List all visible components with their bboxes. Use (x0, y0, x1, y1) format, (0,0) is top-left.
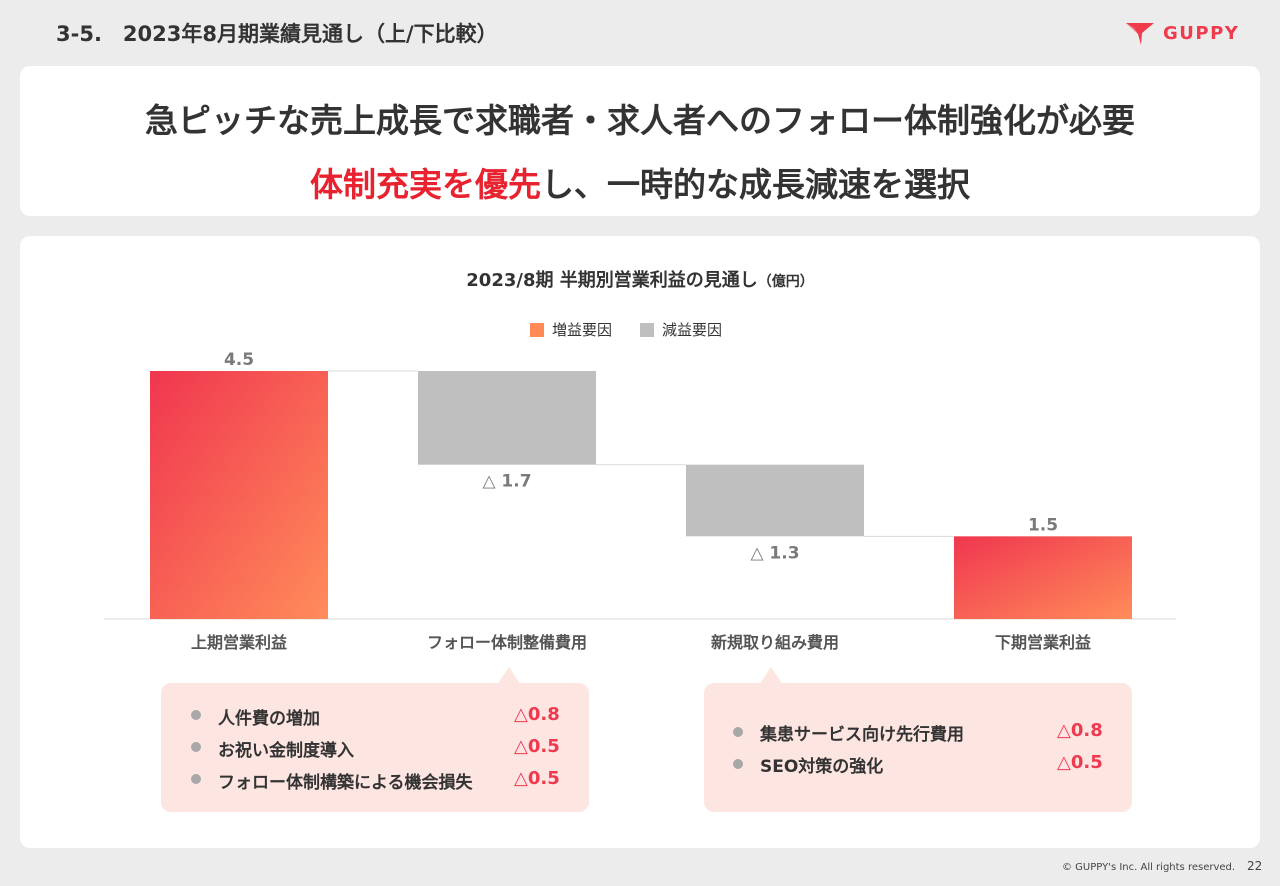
category-label: フォロー体制整備費用 (427, 633, 587, 652)
callout-pointer-2 (759, 667, 783, 685)
data-label: △ 1.3 (750, 543, 799, 563)
logo-text: GUPPY (1163, 22, 1240, 44)
callout-item-value: △0.5 (1057, 752, 1103, 773)
legend-swatch-decrease (640, 322, 655, 337)
headline-line-2: 体制充実を優先し、一時的な成長減速を選択 (20, 158, 1260, 206)
bullet-dot (733, 759, 743, 769)
chart-legend: 増益要因 減益要因 (530, 319, 722, 340)
callout-item-label: SEO対策の強化 (760, 757, 884, 777)
headline-card: 急ピッチな売上成長で求職者・求人者へのフォロー体制強化が必要 体制充実を優先し、… (20, 66, 1260, 216)
callout-follow-costs (161, 683, 589, 812)
legend-label-increase: 増益要因 (552, 321, 613, 339)
data-label: 4.5 (224, 350, 254, 370)
footer-copyright: © GUPPY's Inc. All rights reserved. (1062, 862, 1236, 873)
bar-decrease (686, 464, 864, 537)
callout-item-value: △0.8 (514, 704, 560, 725)
headline-line-2-rest: し、一時的な成長減速を選択 (541, 165, 970, 204)
chart-title: 2023/8期 半期別営業利益の見通し（億円） (0, 266, 1280, 292)
bar-total (150, 371, 328, 619)
callout-item-label: フォロー体制構築による機会損失 (218, 773, 473, 793)
callout-item-label: 集患サービス向け先行費用 (760, 725, 964, 745)
page-number: 22 (1247, 859, 1263, 873)
callout-item-value: △0.5 (514, 736, 560, 757)
category-label: 下期営業利益 (995, 633, 1091, 652)
callout-pointer-1 (497, 667, 521, 685)
section-title: 3-5. 2023年8月期業績見通し（上/下比較） (56, 22, 498, 46)
legend-label-decrease: 減益要因 (662, 321, 723, 339)
guppy-logo: GUPPY (1125, 19, 1239, 47)
callout-item-label: お祝い金制度導入 (218, 741, 354, 761)
headline-line-1: 急ピッチな売上成長で求職者・求人者へのフォロー体制強化が必要 (145, 101, 1135, 140)
bullet-dot (191, 774, 201, 784)
callout-new-initiative-costs (704, 683, 1132, 812)
callout-item-value: △0.8 (1057, 720, 1103, 741)
bullet-dot (191, 742, 201, 752)
chart-title-text: 2023/8期 半期別営業利益の見通し (466, 270, 758, 291)
bullet-dot (733, 727, 743, 737)
callout-item-label: 人件費の増加 (218, 709, 320, 729)
chart-title-unit: （億円） (757, 274, 814, 290)
headline-highlight: 体制充実を優先 (310, 165, 541, 204)
data-label: 1.5 (1028, 515, 1058, 535)
category-label: 上期営業利益 (191, 633, 287, 652)
category-label: 新規取り組み費用 (711, 633, 839, 652)
guppy-logo-icon (1126, 23, 1154, 45)
legend-swatch-increase (530, 322, 544, 337)
bullet-dot (191, 710, 201, 720)
bar-total (954, 536, 1132, 619)
legend-item-decrease: 減益要因 (640, 319, 722, 340)
legend-item-increase: 増益要因 (530, 319, 612, 340)
callout-item-value: △0.5 (514, 768, 560, 789)
bar-decrease (418, 371, 596, 465)
data-label: △ 1.7 (482, 472, 531, 492)
